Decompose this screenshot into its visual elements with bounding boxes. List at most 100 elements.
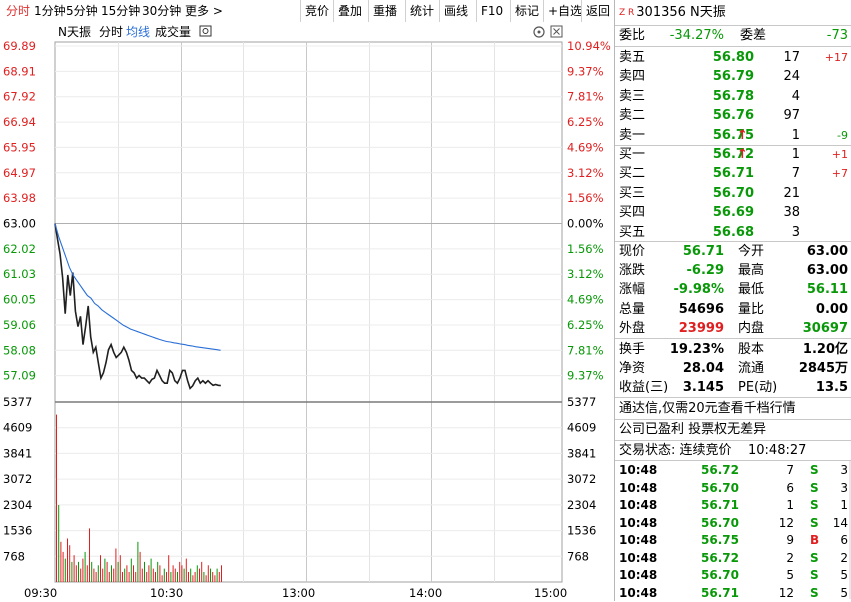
volume-bar xyxy=(159,565,161,582)
volume-bar xyxy=(163,568,165,582)
price-axis-label: 66.94 xyxy=(3,115,36,129)
weibi-label: 委比 xyxy=(619,28,646,43)
level2-promo-link[interactable]: 通达信,仅需20元查看千档行情 xyxy=(619,399,850,418)
tick-row: 10:48 56.70 5 S 5 xyxy=(619,566,850,584)
order-volume: 1 xyxy=(791,147,800,162)
stat-row: 收益(三) 3.145 PE(动) 13.5 xyxy=(619,378,850,397)
camera-icon[interactable] xyxy=(199,25,212,37)
draw-line-button[interactable]: 画线 xyxy=(444,4,469,18)
volume-axis-label-right: 4609 xyxy=(567,421,596,435)
toggle-fenshi[interactable]: 分时 xyxy=(99,25,123,39)
divider xyxy=(615,440,851,441)
tick-count: 3 xyxy=(840,480,848,495)
order-level-label: 买二 xyxy=(619,166,646,182)
volume-bar xyxy=(84,551,86,582)
time-axis-label: 13:00 xyxy=(282,586,315,600)
stat-label: 流通 xyxy=(738,361,765,377)
tick-count: 14 xyxy=(832,515,848,530)
volume-bar xyxy=(221,565,222,582)
toolbar-divider xyxy=(476,0,477,22)
weicha-label: 委差 xyxy=(740,28,767,43)
tab-more[interactable]: 更多 > xyxy=(185,4,223,18)
tick-list-scrollbar[interactable] xyxy=(849,461,851,599)
volume-bar xyxy=(146,572,148,582)
add-favorite-button[interactable]: +自选 xyxy=(548,4,583,18)
tick-volume: 12 xyxy=(778,585,794,600)
time-axis-label: 09:30 xyxy=(24,586,57,600)
order-level-label: 卖三 xyxy=(619,88,646,104)
stat-value: 63.00 xyxy=(806,244,848,259)
order-level-label: 买一 xyxy=(619,147,646,162)
tab-15min[interactable]: 15分钟 xyxy=(101,4,141,18)
stat-row: 现价 56.71 今开 63.00 xyxy=(619,242,850,261)
volume-bar xyxy=(150,558,152,582)
stat-label: 外盘 xyxy=(619,320,646,336)
volume-bar xyxy=(201,561,203,582)
order-level-label: 买三 xyxy=(619,185,646,201)
price-axis-label: 62.02 xyxy=(3,242,36,256)
order-volume: 24 xyxy=(783,69,800,85)
f10-button[interactable]: F10 xyxy=(481,4,504,18)
volume-bar xyxy=(188,572,189,582)
tick-row: 10:48 56.72 2 S 2 xyxy=(619,549,850,567)
auction-button[interactable]: 竞价 xyxy=(305,4,330,18)
tab-5min[interactable]: 5分钟 xyxy=(66,4,98,18)
pct-axis-label: 1.56% xyxy=(567,242,604,256)
order-volume: 97 xyxy=(783,108,800,124)
divider xyxy=(615,145,851,146)
order-change: +7 xyxy=(831,167,848,181)
tick-volume: 6 xyxy=(786,480,794,495)
volume-bar xyxy=(104,558,106,582)
volume-bar xyxy=(177,572,178,582)
pct-axis-label: 0.00% xyxy=(567,217,604,231)
intraday-chart[interactable]: N天振 分时 均线 成交量 69.89 10.94% 68.91 9.37% 67.92 7.81… xyxy=(0,22,614,601)
price-axis-label: 57.09 xyxy=(3,369,36,383)
bid-row: 买一 56.72 ↑ 1 +1 xyxy=(619,145,850,164)
order-level-label: 买五 xyxy=(619,224,646,240)
volume-axis-label-right: 768 xyxy=(567,549,589,563)
pct-axis-label: 9.37% xyxy=(567,369,604,383)
stat-value: 2845万 xyxy=(798,361,848,377)
toggle-volume[interactable]: 成交量 xyxy=(155,24,191,39)
stock-code: 301356 N天振 xyxy=(636,5,726,20)
tab-fenshi[interactable]: 分时 xyxy=(6,4,31,18)
tick-price: 56.71 xyxy=(701,498,739,512)
replay-button[interactable]: 重播 xyxy=(373,4,398,18)
price-axis-label: 67.92 xyxy=(3,90,36,104)
volume-bar xyxy=(152,568,154,582)
order-volume: 38 xyxy=(783,205,800,221)
back-button[interactable]: 返回 xyxy=(586,4,611,18)
order-price: 56.76 xyxy=(712,108,754,124)
order-price: 56.71 xyxy=(712,166,754,182)
tick-side: B xyxy=(810,533,820,547)
overlay-button[interactable]: 叠加 xyxy=(338,4,363,18)
settings-icon[interactable] xyxy=(533,26,545,38)
volume-bar xyxy=(56,414,57,582)
volume-bar xyxy=(124,568,126,582)
ask-row: 卖三 56.78 4 xyxy=(619,87,850,106)
tick-row: 10:48 56.70 12 S 14 xyxy=(619,514,850,532)
volume-bar xyxy=(199,568,200,582)
tick-count: 2 xyxy=(840,550,848,565)
toggle-avg-line[interactable]: 均线 xyxy=(126,25,150,39)
tick-price: 56.75 xyxy=(701,533,739,547)
stats-button[interactable]: 统计 xyxy=(410,4,435,18)
tab-1min[interactable]: 1分钟 xyxy=(34,4,66,18)
mark-button[interactable]: 标记 xyxy=(515,4,540,18)
tick-time: 10:48 xyxy=(619,515,658,530)
quote-panel: Z R 301356 N天振 委比 -34.27% 委差 -73 卖五 56.80 17 +17 卖… xyxy=(614,0,851,601)
tick-row: 10:48 56.70 6 S 3 xyxy=(619,479,850,497)
volume-bar xyxy=(168,555,170,582)
volume-bar xyxy=(75,565,77,582)
order-price: 56.72 xyxy=(712,147,754,162)
tick-time: 10:48 xyxy=(619,498,658,512)
tick-count: 6 xyxy=(840,533,848,547)
volume-bar xyxy=(102,568,104,582)
volume-bar xyxy=(122,572,123,582)
tick-count: 5 xyxy=(840,585,848,600)
tab-30min[interactable]: 30分钟 xyxy=(142,4,182,18)
tick-price: 56.70 xyxy=(701,515,739,530)
bid-row: 买三 56.70 21 xyxy=(619,184,850,203)
close-icon[interactable] xyxy=(550,25,563,38)
trade-status: 交易状态: 连续竞价 xyxy=(619,443,732,458)
